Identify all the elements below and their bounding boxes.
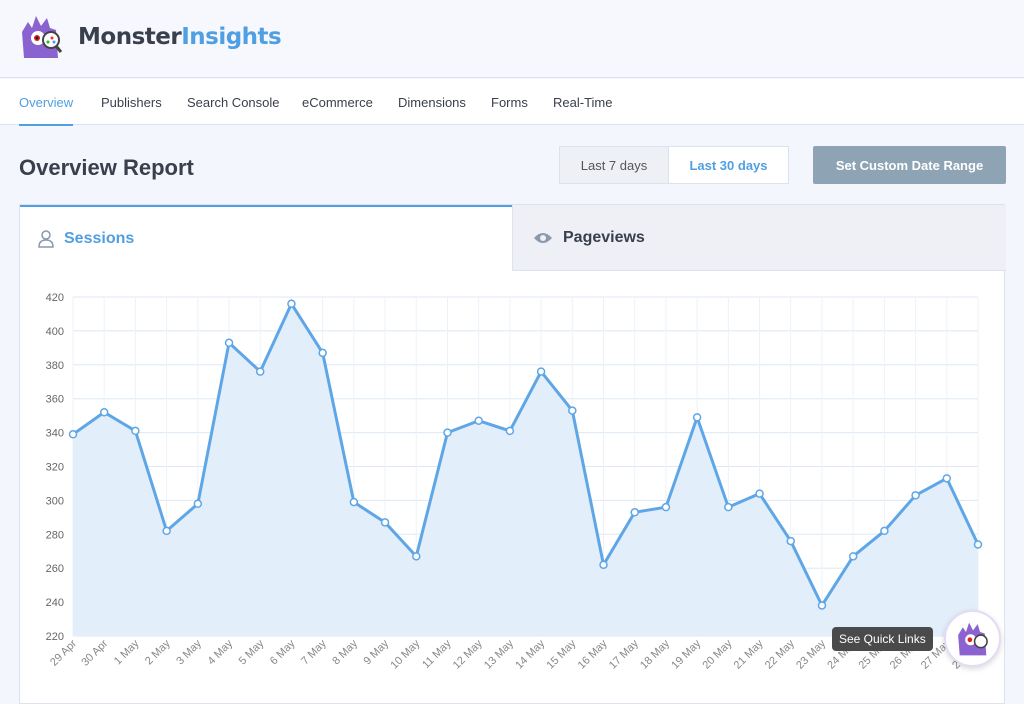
custom-date-range-button[interactable]: Set Custom Date Range [813,146,1006,184]
user-icon [38,230,54,248]
series-line [72,302,980,607]
tab-sessions[interactable]: Sessions [20,205,512,271]
x-tick-label: 18 May [638,637,672,671]
y-tick-label: 380 [46,360,64,372]
data-point [224,338,234,348]
x-tick-label: 22 May [763,637,797,671]
data-point [318,348,327,358]
tab-pageviews-label: Pageviews [563,228,645,246]
data-point [193,499,203,509]
nav-forms[interactable]: Forms [491,95,528,110]
data-point [443,428,452,437]
data-point [848,552,858,561]
data-point [817,601,827,610]
x-tick-label: 10 May [388,637,422,671]
y-tick-label: 260 [46,563,64,575]
y-tick-label: 340 [46,428,64,440]
data-point [786,536,796,546]
main-nav: Overview Publishers Search Console eComm… [0,79,1024,126]
monster-mascot-icon [22,16,63,58]
nav-real-time[interactable]: Real-Time [553,95,613,110]
nav-overview[interactable]: Overview [19,95,74,126]
data-point [536,367,546,376]
x-tick-label: 2 May [143,637,173,667]
data-point [287,299,296,309]
header: MonsterInsights [0,0,1024,78]
data-point [99,408,109,417]
y-tick-label: 400 [46,326,64,338]
x-tick-label: 13 May [482,637,516,671]
data-point [255,367,265,376]
logo[interactable]: MonsterInsights [18,14,282,60]
y-tick-label: 280 [46,529,64,541]
y-tick-label: 420 [46,292,64,304]
brand-name: MonsterInsights [78,24,282,50]
data-point [474,416,483,425]
data-point [911,491,920,500]
data-point [692,413,702,422]
data-point [724,502,733,512]
x-tick-label: 3 May [174,637,204,667]
x-tick-label: 30 Apr [79,637,110,668]
x-tick-label: 8 May [330,637,360,667]
nav-ecommerce[interactable]: eCommerce [302,95,373,110]
y-tick-label: 320 [46,462,64,474]
data-point [68,430,78,439]
quick-links-tooltip: See Quick Links [832,627,933,651]
data-point [880,526,889,536]
y-tick-label: 360 [46,394,64,406]
nav-search-console[interactable]: Search Console [187,95,280,110]
x-tick-label: 5 May [237,637,267,667]
x-tick-label: 16 May [576,637,610,671]
data-point [412,552,421,561]
nav-publishers[interactable]: Publishers [101,95,162,110]
nav-dimensions[interactable]: Dimensions [398,95,466,110]
x-tick-label: 15 May [544,637,578,671]
monster-mascot-icon [957,622,988,655]
data-point [131,426,140,436]
x-tick-label: 23 May [794,637,828,671]
quick-links-button[interactable] [944,610,1001,667]
tab-sessions-label: Sessions [64,230,135,247]
data-point [568,406,577,415]
data-point [755,489,764,498]
last-30-days-button[interactable]: Last 30 days [668,146,789,184]
y-tick-label: 240 [46,597,64,609]
x-tick-label: 20 May [700,637,734,671]
x-tick-label: 19 May [669,637,703,671]
y-tick-label: 300 [46,495,64,507]
x-tick-label: 1 May [112,637,142,667]
data-point [599,560,608,570]
x-tick-label: 12 May [451,637,485,671]
data-point [505,426,515,436]
data-point [973,540,983,549]
x-tick-label: 7 May [299,637,329,667]
x-tick-label: 9 May [362,637,392,667]
data-point [661,502,671,512]
data-point [380,518,390,527]
data-point [942,474,952,483]
x-tick-label: 14 May [513,637,547,671]
tab-pageviews[interactable]: Pageviews [512,205,1006,271]
x-tick-label: 4 May [205,637,235,667]
x-tick-label: 17 May [607,637,641,671]
data-point [630,508,639,517]
y-tick-label: 220 [46,631,64,643]
x-tick-label: 11 May [420,637,454,671]
page-title: Overview Report [19,155,194,180]
x-tick-label: 21 May [732,637,766,671]
data-point [349,497,359,507]
x-tick-label: 6 May [268,637,298,667]
series-area [73,303,978,636]
data-point [162,526,171,536]
eye-icon [534,232,552,243]
